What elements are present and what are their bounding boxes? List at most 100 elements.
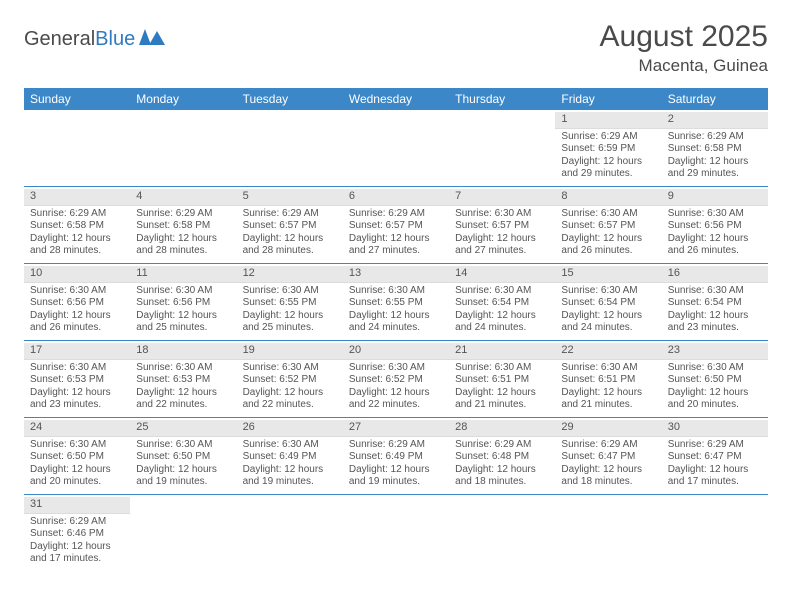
daylight-text: Daylight: 12 hours: [668, 233, 762, 246]
title-block: August 2025 Macenta, Guinea: [600, 20, 768, 76]
sunrise-text: Sunrise: 6:30 AM: [30, 439, 124, 452]
daylight-text: Daylight: 12 hours: [349, 233, 443, 246]
daylight-text: and 29 minutes.: [561, 168, 655, 181]
daylight-text: and 24 minutes.: [455, 322, 549, 335]
sunrise-text: Sunrise: 6:30 AM: [561, 362, 655, 375]
sunset-text: Sunset: 6:54 PM: [561, 297, 655, 310]
sunset-text: Sunset: 6:54 PM: [668, 297, 762, 310]
day-header: Wednesday: [343, 88, 449, 110]
day-header: Monday: [130, 88, 236, 110]
calendar-cell: 7Sunrise: 6:30 AMSunset: 6:57 PMDaylight…: [449, 187, 555, 263]
daylight-text: and 21 minutes.: [561, 399, 655, 412]
daylight-text: and 26 minutes.: [30, 322, 124, 335]
calendar-cell: 16Sunrise: 6:30 AMSunset: 6:54 PMDayligh…: [662, 264, 768, 340]
day-header: Sunday: [24, 88, 130, 110]
sunrise-text: Sunrise: 6:30 AM: [561, 208, 655, 221]
daylight-text: and 19 minutes.: [349, 476, 443, 489]
calendar-cell: 17Sunrise: 6:30 AMSunset: 6:53 PMDayligh…: [24, 341, 130, 417]
daylight-text: and 25 minutes.: [243, 322, 337, 335]
calendar-cell: [555, 495, 661, 571]
calendar-cell: 3Sunrise: 6:29 AMSunset: 6:58 PMDaylight…: [24, 187, 130, 263]
calendar-cell: 26Sunrise: 6:30 AMSunset: 6:49 PMDayligh…: [237, 418, 343, 494]
daylight-text: Daylight: 12 hours: [561, 156, 655, 169]
calendar-cell: 22Sunrise: 6:30 AMSunset: 6:51 PMDayligh…: [555, 341, 661, 417]
day-number: 29: [555, 420, 661, 437]
calendar-cell: 23Sunrise: 6:30 AMSunset: 6:50 PMDayligh…: [662, 341, 768, 417]
calendar-cell: 25Sunrise: 6:30 AMSunset: 6:50 PMDayligh…: [130, 418, 236, 494]
daylight-text: and 17 minutes.: [668, 476, 762, 489]
day-number: 28: [449, 420, 555, 437]
sunset-text: Sunset: 6:57 PM: [349, 220, 443, 233]
sunrise-text: Sunrise: 6:29 AM: [668, 131, 762, 144]
sunset-text: Sunset: 6:57 PM: [243, 220, 337, 233]
day-number: 3: [24, 189, 130, 206]
daylight-text: and 19 minutes.: [243, 476, 337, 489]
daylight-text: and 24 minutes.: [561, 322, 655, 335]
calendar-cell: [24, 110, 130, 186]
sunrise-text: Sunrise: 6:29 AM: [561, 131, 655, 144]
daylight-text: and 23 minutes.: [668, 322, 762, 335]
sunrise-text: Sunrise: 6:30 AM: [349, 285, 443, 298]
daylight-text: and 20 minutes.: [30, 476, 124, 489]
calendar-cell: 28Sunrise: 6:29 AMSunset: 6:48 PMDayligh…: [449, 418, 555, 494]
calendar-cell: 6Sunrise: 6:29 AMSunset: 6:57 PMDaylight…: [343, 187, 449, 263]
day-number: 9: [662, 189, 768, 206]
sunset-text: Sunset: 6:58 PM: [136, 220, 230, 233]
daylight-text: and 19 minutes.: [136, 476, 230, 489]
daylight-text: and 20 minutes.: [668, 399, 762, 412]
day-number: 6: [343, 189, 449, 206]
daylight-text: and 17 minutes.: [30, 553, 124, 566]
calendar-cell: 13Sunrise: 6:30 AMSunset: 6:55 PMDayligh…: [343, 264, 449, 340]
sunset-text: Sunset: 6:46 PM: [30, 528, 124, 541]
day-number: 16: [662, 266, 768, 283]
calendar-cell: 29Sunrise: 6:29 AMSunset: 6:47 PMDayligh…: [555, 418, 661, 494]
day-number: 27: [343, 420, 449, 437]
day-number: 20: [343, 343, 449, 360]
sunrise-text: Sunrise: 6:29 AM: [349, 439, 443, 452]
sunset-text: Sunset: 6:57 PM: [561, 220, 655, 233]
sunrise-text: Sunrise: 6:30 AM: [30, 285, 124, 298]
flag-icon: [139, 29, 165, 50]
header: GeneralBlue August 2025 Macenta, Guinea: [24, 20, 768, 76]
day-number: 1: [555, 112, 661, 129]
calendar-cell: 14Sunrise: 6:30 AMSunset: 6:54 PMDayligh…: [449, 264, 555, 340]
sunrise-text: Sunrise: 6:30 AM: [243, 362, 337, 375]
sunrise-text: Sunrise: 6:30 AM: [136, 285, 230, 298]
daylight-text: and 18 minutes.: [561, 476, 655, 489]
sunrise-text: Sunrise: 6:29 AM: [30, 516, 124, 529]
day-number: 14: [449, 266, 555, 283]
sunrise-text: Sunrise: 6:30 AM: [668, 362, 762, 375]
sunset-text: Sunset: 6:50 PM: [668, 374, 762, 387]
sunset-text: Sunset: 6:56 PM: [30, 297, 124, 310]
calendar-cell: 8Sunrise: 6:30 AMSunset: 6:57 PMDaylight…: [555, 187, 661, 263]
daylight-text: and 21 minutes.: [455, 399, 549, 412]
calendar-cell: 30Sunrise: 6:29 AMSunset: 6:47 PMDayligh…: [662, 418, 768, 494]
daylight-text: and 26 minutes.: [561, 245, 655, 258]
sunset-text: Sunset: 6:53 PM: [136, 374, 230, 387]
day-number: 8: [555, 189, 661, 206]
calendar-cell: [662, 495, 768, 571]
sunset-text: Sunset: 6:58 PM: [30, 220, 124, 233]
day-header: Saturday: [662, 88, 768, 110]
week-row: 17Sunrise: 6:30 AMSunset: 6:53 PMDayligh…: [24, 341, 768, 418]
daylight-text: and 28 minutes.: [30, 245, 124, 258]
calendar-cell: 31Sunrise: 6:29 AMSunset: 6:46 PMDayligh…: [24, 495, 130, 571]
calendar-cell: 11Sunrise: 6:30 AMSunset: 6:56 PMDayligh…: [130, 264, 236, 340]
calendar-cell: 21Sunrise: 6:30 AMSunset: 6:51 PMDayligh…: [449, 341, 555, 417]
day-number: 21: [449, 343, 555, 360]
calendar-cell: 10Sunrise: 6:30 AMSunset: 6:56 PMDayligh…: [24, 264, 130, 340]
calendar-cell: 24Sunrise: 6:30 AMSunset: 6:50 PMDayligh…: [24, 418, 130, 494]
sunset-text: Sunset: 6:52 PM: [243, 374, 337, 387]
daylight-text: Daylight: 12 hours: [30, 541, 124, 554]
daylight-text: Daylight: 12 hours: [136, 387, 230, 400]
daylight-text: Daylight: 12 hours: [243, 387, 337, 400]
sunset-text: Sunset: 6:58 PM: [668, 143, 762, 156]
calendar-cell: 27Sunrise: 6:29 AMSunset: 6:49 PMDayligh…: [343, 418, 449, 494]
day-number: 11: [130, 266, 236, 283]
daylight-text: Daylight: 12 hours: [455, 464, 549, 477]
daylight-text: and 22 minutes.: [349, 399, 443, 412]
daylight-text: and 24 minutes.: [349, 322, 443, 335]
sunset-text: Sunset: 6:52 PM: [349, 374, 443, 387]
day-number: 30: [662, 420, 768, 437]
daylight-text: Daylight: 12 hours: [243, 233, 337, 246]
